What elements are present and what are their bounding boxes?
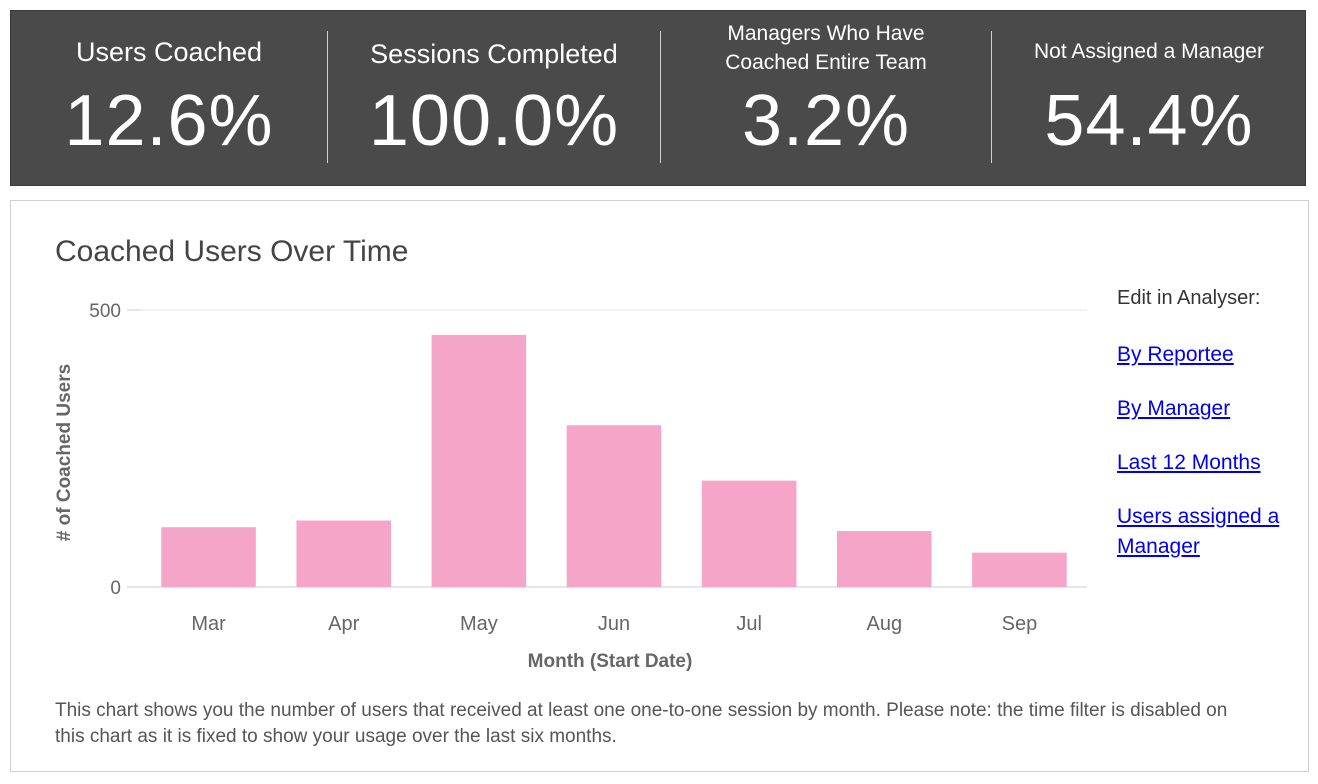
kpi-users-coached: Users Coached 12.6% bbox=[11, 11, 327, 185]
y-axis-title: # of Coached Users bbox=[54, 364, 75, 541]
kpi-divider bbox=[991, 31, 992, 163]
kpi-value: 54.4% bbox=[1044, 81, 1254, 161]
kpi-value: 100.0% bbox=[368, 81, 620, 161]
kpi-label: Users Coached bbox=[75, 37, 263, 67]
bar-jul bbox=[701, 480, 797, 587]
link-by-reportee[interactable]: By Reportee bbox=[1117, 343, 1234, 366]
bar-may bbox=[431, 334, 527, 587]
chart-description: This chart shows you the number of users… bbox=[55, 700, 1228, 747]
kpi-value: 12.6% bbox=[64, 81, 274, 161]
kpi-not-assigned-manager: Not Assigned a Manager 54.4% bbox=[992, 11, 1306, 185]
kpi-label: Managers Who Have Coached Entire Team bbox=[725, 22, 927, 74]
bar-mar bbox=[161, 527, 256, 587]
kpi-sessions-completed: Sessions Completed 100.0% bbox=[328, 11, 660, 185]
analyser-links: Edit in Analyser: By Reportee By Manager… bbox=[1117, 287, 1297, 586]
chart-title: Coached Users Over Time bbox=[55, 235, 409, 268]
kpi-value: 3.2% bbox=[741, 81, 911, 161]
kpi-managers-coached-team: Managers Who Have Coached Entire Team 3.… bbox=[661, 11, 991, 185]
x-tick-label: May bbox=[460, 613, 498, 635]
x-tick-label: Jun bbox=[598, 613, 630, 635]
kpi-label: Sessions Completed bbox=[370, 39, 618, 69]
bar-sep bbox=[972, 552, 1067, 587]
x-tick-label: Apr bbox=[328, 613, 359, 635]
link-users-assigned-manager[interactable]: Users assigned a Manager bbox=[1117, 505, 1280, 558]
y-tick-label: 500 bbox=[89, 301, 121, 322]
x-tick-label: Sep bbox=[1002, 613, 1038, 635]
x-axis-title: Month (Start Date) bbox=[528, 651, 693, 672]
edit-in-analyser-heading: Edit in Analyser: bbox=[1117, 287, 1261, 309]
bar-chart: 0 500 Mar Apr May Jun Jul Aug Sep Month (Start Da… bbox=[54, 301, 1087, 672]
bar-jun bbox=[566, 425, 662, 587]
y-tick-label: 0 bbox=[110, 578, 121, 599]
x-tick-label: Mar bbox=[191, 613, 226, 635]
kpi-divider bbox=[327, 31, 328, 163]
kpi-label: Not Assigned a Manager bbox=[1034, 40, 1264, 63]
x-tick-label: Jul bbox=[736, 613, 762, 635]
x-tick-label: Aug bbox=[866, 613, 902, 635]
link-last-12-months[interactable]: Last 12 Months bbox=[1117, 451, 1261, 474]
kpi-band: Users Coached 12.6% Sessions Completed 1… bbox=[10, 10, 1306, 186]
bar-aug bbox=[836, 531, 932, 587]
link-by-manager[interactable]: By Manager bbox=[1117, 397, 1231, 420]
chart-panel: Coached Users Over Time 0 500 Mar Apr May Jun… bbox=[10, 200, 1309, 772]
kpi-divider bbox=[660, 31, 661, 163]
bar-apr bbox=[296, 520, 392, 587]
